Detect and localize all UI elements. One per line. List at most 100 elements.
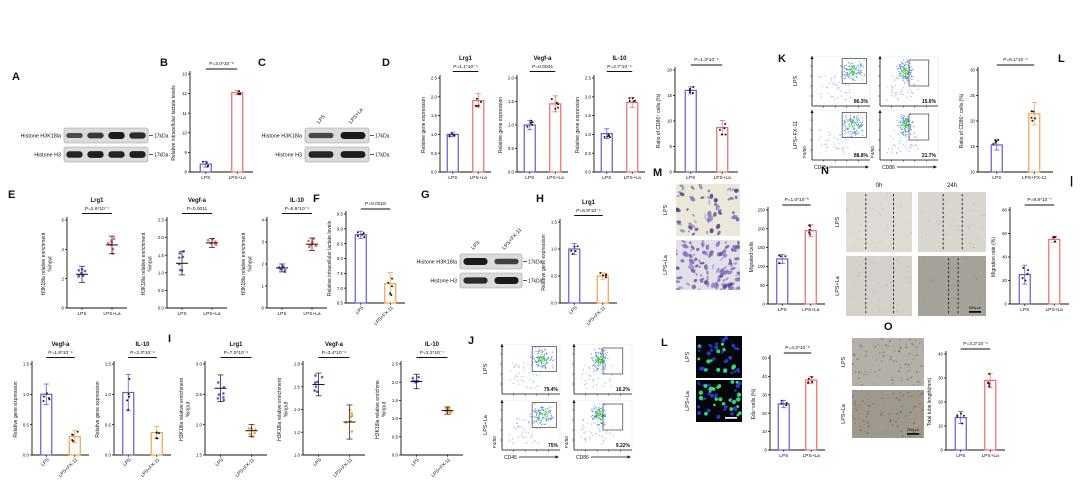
- svg-text:8.5: 8.5: [337, 241, 344, 246]
- p-value: P=3.3*10⁻⁴: [130, 350, 154, 356]
- svg-text:4: 4: [262, 218, 265, 223]
- svg-text:1.5: 1.5: [508, 99, 515, 104]
- side-label-1: LPS+La: [660, 240, 672, 290]
- y-axis-label: Total tube length(mm): [927, 377, 933, 426]
- svg-text:2.0: 2.0: [585, 94, 592, 99]
- svg-text:1: 1: [262, 284, 265, 289]
- chart-title: Vegf-a: [533, 56, 552, 62]
- bar-LPS+La: [472, 99, 485, 173]
- micrograph-o-lps: [851, 337, 925, 387]
- svg-text:25: 25: [970, 93, 975, 98]
- flow-plot-K-3: 21.7% F4/80 CD86: [870, 109, 940, 174]
- p-value: P=3.2*10⁻⁷: [420, 350, 444, 356]
- svg-text:1.5: 1.5: [585, 113, 592, 118]
- x-tick-label: LPS: [1020, 307, 1029, 313]
- y-axis-label: Relative gene expression: [13, 381, 19, 437]
- side-label-4: LPS: [682, 336, 694, 378]
- flow-plot-J-3: 9.22% F4/80 CD86: [564, 399, 634, 464]
- svg-text:0.0: 0.0: [158, 306, 165, 311]
- flow-plot-K-2: 88.8% F4/80 CD45: [802, 109, 872, 174]
- x-tick-label: LPS: [312, 457, 323, 468]
- chart-fx-vegfa: Relative gene expression 0.0 0.5 1.0 1.5 Vegf…: [12, 338, 92, 479]
- side-label-text: LPS+La: [835, 276, 842, 296]
- gate-percentage: 9.22%: [616, 443, 631, 449]
- bar-LPS+La: [1048, 238, 1061, 305]
- chart-title: Vegf-a: [188, 198, 207, 204]
- y-axis-label: %input: [382, 401, 388, 417]
- y-axis-label: Edu⁺cells (%): [751, 388, 757, 419]
- side-label-text: LPS: [841, 356, 847, 368]
- chart-d-lrg1: Relative gene expression 0.0 0.5 1.0 1.5 2.0 2…: [420, 52, 494, 184]
- lane-label: LPS: [470, 240, 481, 252]
- panel-letter-K: K: [778, 53, 786, 65]
- x-tick-label: LPS+La: [803, 453, 821, 459]
- y-axis-label: Relative intracellular lactate levels: [327, 220, 333, 296]
- bar-LPS: [446, 133, 459, 173]
- gate-percentage: 86.3%: [854, 99, 869, 105]
- svg-text:20: 20: [970, 119, 975, 124]
- bar-LPS+La: [231, 92, 244, 173]
- svg-text:9.0: 9.0: [337, 226, 344, 231]
- chart-title: Lrg1: [582, 200, 596, 206]
- x-tick-label: LPS+La: [103, 311, 121, 317]
- p-value: P=1.3*10⁻⁴: [694, 57, 718, 63]
- svg-text:100: 100: [758, 264, 766, 269]
- row-label-text: LPS+La: [483, 415, 490, 435]
- side-label-6: LPS: [838, 338, 850, 386]
- micrograph-m-la: [674, 239, 742, 293]
- x-tick-label: LPS+La: [1046, 307, 1064, 313]
- chart-n-migration: Migration rate (%) 0 20 40 60 80 P=9.8*10⁻⁷ LPS…: [990, 192, 1072, 316]
- blot-row-label: Histone H3: [430, 279, 457, 285]
- p-value: P=3.2*10⁻⁴: [963, 341, 987, 347]
- y-axis-label: H3K18la relative enrichment: [241, 232, 247, 295]
- svg-text:0.0: 0.0: [585, 170, 592, 175]
- x-tick-label: LPS+La: [982, 453, 1000, 459]
- svg-text:1.6: 1.6: [294, 384, 301, 389]
- micrograph-n-lps-0h: [846, 192, 913, 252]
- y-axis-label: %input: [148, 256, 154, 272]
- panel-letter-A: A: [12, 71, 20, 83]
- x-tick-label: LPS: [686, 175, 695, 181]
- svg-text:1.0: 1.0: [585, 132, 592, 137]
- svg-text:10: 10: [667, 119, 672, 124]
- bar-LPS: [777, 403, 790, 451]
- svg-text:1.0: 1.0: [551, 247, 558, 252]
- panel-letter-H: H: [536, 193, 544, 205]
- x-tick-label: LPS+La: [470, 175, 488, 181]
- panel-letter-L-top: L: [1058, 53, 1065, 65]
- side-label-text: LPS+La: [841, 404, 848, 424]
- p-value: P=3.0*10⁻⁶: [209, 61, 233, 67]
- y-axis-label: %input: [186, 401, 192, 417]
- gate-percentage: 79.4%: [544, 387, 559, 393]
- svg-text:150: 150: [758, 245, 766, 250]
- panel-letter-J: J: [468, 335, 475, 347]
- blot-row-label: Histone H3: [34, 153, 61, 159]
- x-tick-label: LPS: [410, 457, 421, 468]
- svg-text:15: 15: [667, 93, 672, 98]
- svg-text:8.0: 8.0: [337, 256, 344, 261]
- gate-percentage: 16.2%: [616, 387, 631, 393]
- column-header-1: 24h: [946, 183, 957, 189]
- svg-text:1.5: 1.5: [431, 113, 438, 118]
- y-axis-label: Migrated cells: [749, 241, 755, 272]
- svg-text:80: 80: [1002, 208, 1007, 213]
- svg-text:6.5: 6.5: [337, 301, 344, 306]
- svg-text:20: 20: [762, 411, 767, 416]
- panel-letter-B: B: [160, 57, 168, 69]
- chart-edu: Edu⁺cells (%) 0 10 20 30 40 50 P=4.2*10⁻⁵ LPS LPS…: [750, 340, 828, 462]
- bar-LPS+La: [804, 230, 817, 305]
- bar-LPS: [684, 89, 697, 173]
- molecular-weight-label: 17kDa: [375, 153, 390, 159]
- svg-text:13: 13: [182, 72, 187, 77]
- x-tick-label: LPS+La: [547, 175, 565, 181]
- column-header-0: 0h: [875, 183, 883, 189]
- x-tick-label: LPS+La: [203, 311, 221, 317]
- chart-tube-length: Total tube length(mm) 0 10 20 30 40 P=3.2*10⁻⁴…: [926, 336, 1008, 462]
- svg-text:1.0: 1.0: [508, 123, 515, 128]
- svg-text:2.0: 2.0: [196, 422, 203, 427]
- svg-text:1.0: 1.0: [294, 453, 301, 458]
- y-axis-label: %input: [284, 401, 290, 417]
- svg-text:0.0: 0.0: [105, 453, 112, 458]
- svg-text:9: 9: [185, 150, 188, 155]
- y-axis-label: Ratio of CD86⁺ cells (%): [656, 93, 662, 148]
